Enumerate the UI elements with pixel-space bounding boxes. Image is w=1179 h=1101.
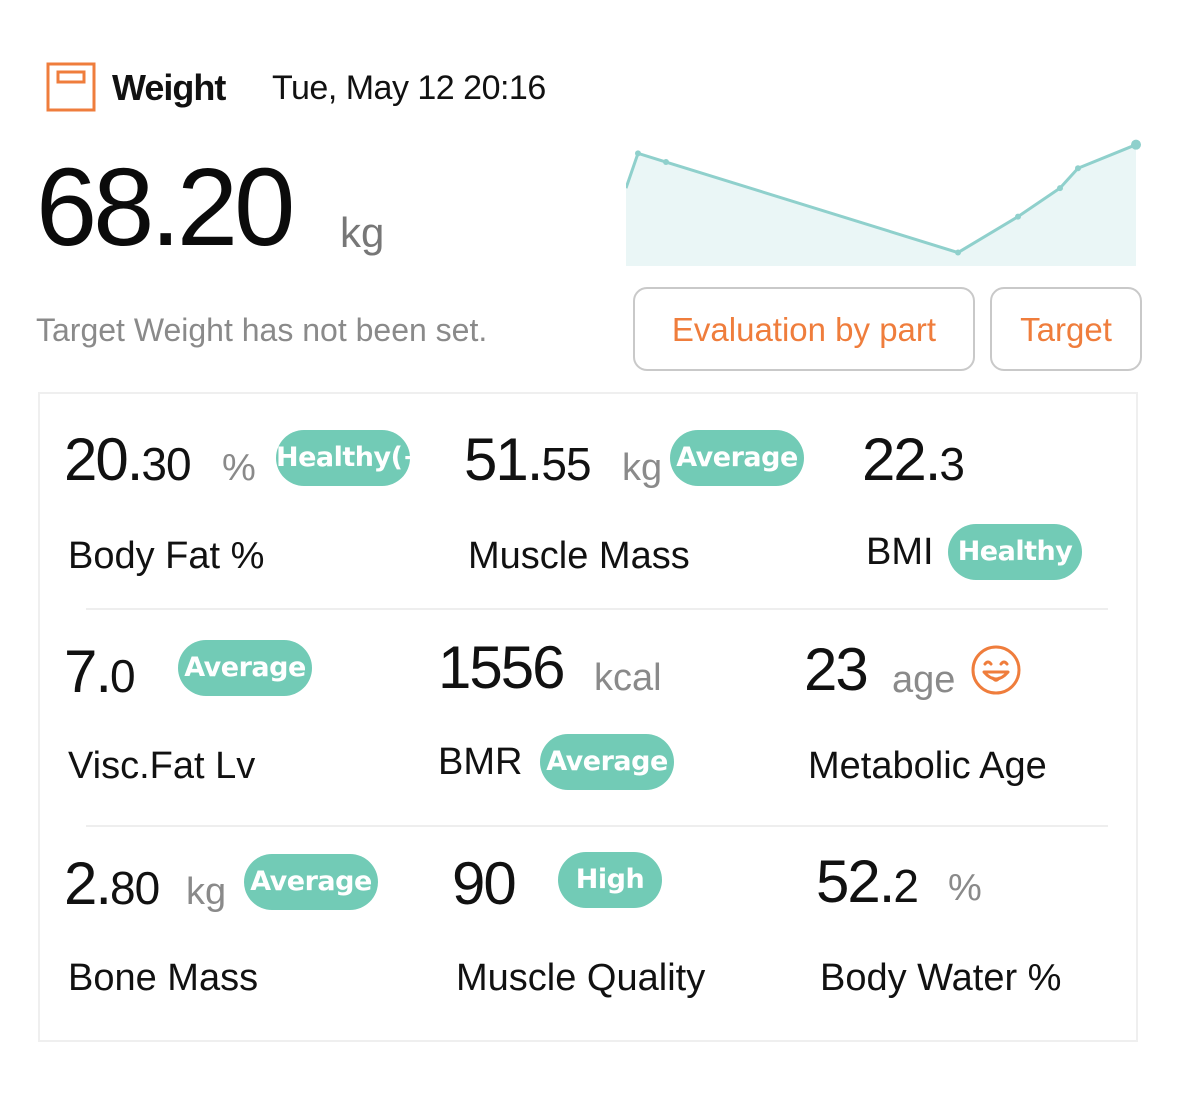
trend-point (1131, 139, 1141, 150)
trend-point (1075, 165, 1081, 172)
smiley-face-icon (970, 644, 1022, 696)
body-water-unit: % (948, 867, 982, 909)
bone-mass-cell[interactable]: 2.80 (64, 850, 160, 920)
body-water-cell[interactable]: 52.2 (816, 848, 919, 918)
target-button[interactable]: Target (990, 287, 1142, 371)
muscle-quality-cell[interactable]: 90 (452, 850, 517, 917)
visc-fat-label: Visc.Fat Lv (68, 745, 256, 787)
muscle-mass-status-badge: Average (670, 430, 804, 486)
body-water-value: 52.2 (816, 848, 919, 915)
bone-mass-label: Bone Mass (68, 957, 259, 999)
bone-mass-status-badge: Average (244, 854, 378, 910)
metabolic-age-value: 23 (804, 636, 869, 703)
metabolic-age-unit: age (892, 659, 956, 701)
scale-icon (46, 62, 96, 112)
bmi-label: BMI (866, 531, 934, 573)
body-water-label: Body Water % (820, 957, 1062, 999)
row-divider (86, 608, 1108, 610)
trend-point (663, 159, 669, 166)
bmr-label: BMR (438, 741, 523, 783)
metrics-panel (38, 392, 1138, 1042)
metabolic-age-cell[interactable]: 23 (804, 636, 869, 703)
muscle-mass-cell[interactable]: 51.55 (464, 426, 592, 496)
trend-area (626, 144, 1136, 266)
body-fat-value: 20.30 (64, 426, 192, 493)
row-divider (86, 825, 1108, 827)
muscle-mass-label: Muscle Mass (468, 535, 690, 577)
body-fat-status-badge: Healthy(+) (276, 430, 437, 486)
bmi-cell[interactable]: 22.3 (862, 426, 965, 496)
weight-trend-chart[interactable] (626, 128, 1142, 266)
bmi-value: 22.3 (862, 426, 965, 493)
bone-mass-unit: kg (186, 871, 227, 913)
weight-value: 68.20 (36, 146, 295, 269)
visc-fat-value: 7.0 (64, 638, 136, 705)
target-weight-note: Target Weight has not been set. (36, 312, 488, 348)
visc-fat-cell[interactable]: 7.0 (64, 638, 136, 708)
muscle-quality-status-badge: High (558, 852, 662, 908)
trend-point (1057, 185, 1063, 192)
metabolic-age-label: Metabolic Age (808, 745, 1047, 787)
trend-point (1015, 213, 1021, 220)
bmr-status-badge: Average (540, 734, 674, 790)
body-fat-unit: % (222, 447, 256, 489)
trend-line (626, 143, 1137, 255)
trend-point (955, 249, 961, 256)
muscle-quality-value: 90 (452, 850, 517, 917)
bmr-unit: kcal (594, 657, 662, 699)
muscle-mass-unit: kg (622, 447, 663, 489)
weight-unit: kg (340, 209, 385, 256)
bmr-cell[interactable]: 1556 (438, 634, 565, 701)
page-title: Weight (112, 67, 226, 108)
bmi-status-badge: Healthy (948, 524, 1082, 580)
body-fat-cell[interactable]: 20.30 (64, 426, 192, 496)
body-fat-label: Body Fat % (68, 535, 265, 577)
bmr-value: 1556 (438, 634, 565, 701)
muscle-mass-value: 51.55 (464, 426, 592, 493)
measurement-datetime: Tue, May 12 20:16 (272, 69, 546, 107)
visc-fat-status-badge: Average (178, 640, 312, 696)
muscle-quality-label: Muscle Quality (456, 957, 706, 999)
trend-point (635, 150, 641, 157)
bone-mass-value: 2.80 (64, 850, 160, 917)
evaluation-by-part-button[interactable]: Evaluation by part (633, 287, 975, 371)
